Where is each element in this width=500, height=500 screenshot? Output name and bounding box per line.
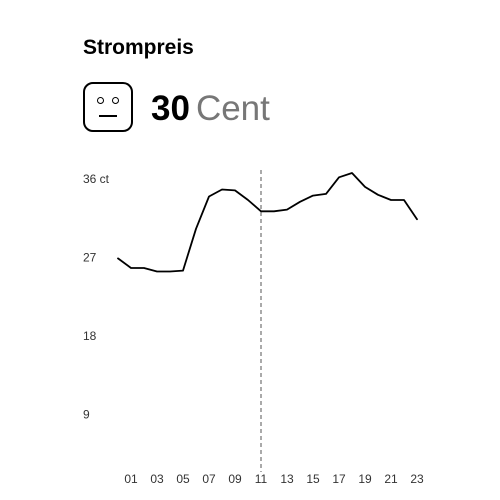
page-title: Strompreis bbox=[83, 36, 194, 59]
x-tick-label: 15 bbox=[306, 472, 320, 486]
x-tick-label: 07 bbox=[202, 472, 216, 486]
y-tick-label: 27 bbox=[83, 251, 97, 265]
y-tick-label: 18 bbox=[83, 329, 97, 343]
x-tick-label: 11 bbox=[255, 472, 268, 486]
neutral-face-icon bbox=[83, 82, 133, 132]
x-tick-label: 23 bbox=[410, 472, 424, 486]
price-unit: Cent bbox=[195, 89, 270, 128]
face-left-eye bbox=[97, 97, 104, 104]
current-price: 30 Cent bbox=[151, 89, 270, 129]
x-tick-label: 05 bbox=[176, 472, 190, 486]
face-mouth bbox=[99, 115, 117, 117]
x-tick-label: 21 bbox=[384, 472, 398, 486]
y-tick-label: 36 ct bbox=[83, 172, 110, 186]
x-tick-label: 09 bbox=[228, 472, 242, 486]
x-tick-label: 19 bbox=[358, 472, 372, 486]
x-tick-label: 03 bbox=[150, 472, 164, 486]
y-tick-label: 9 bbox=[83, 408, 90, 422]
x-tick-label: 17 bbox=[332, 472, 346, 486]
x-tick-label: 13 bbox=[280, 472, 294, 486]
x-tick-label: 01 bbox=[124, 472, 138, 486]
price-value: 30 bbox=[151, 89, 190, 128]
face-right-eye bbox=[112, 97, 119, 104]
price-series-line bbox=[117, 172, 418, 273]
